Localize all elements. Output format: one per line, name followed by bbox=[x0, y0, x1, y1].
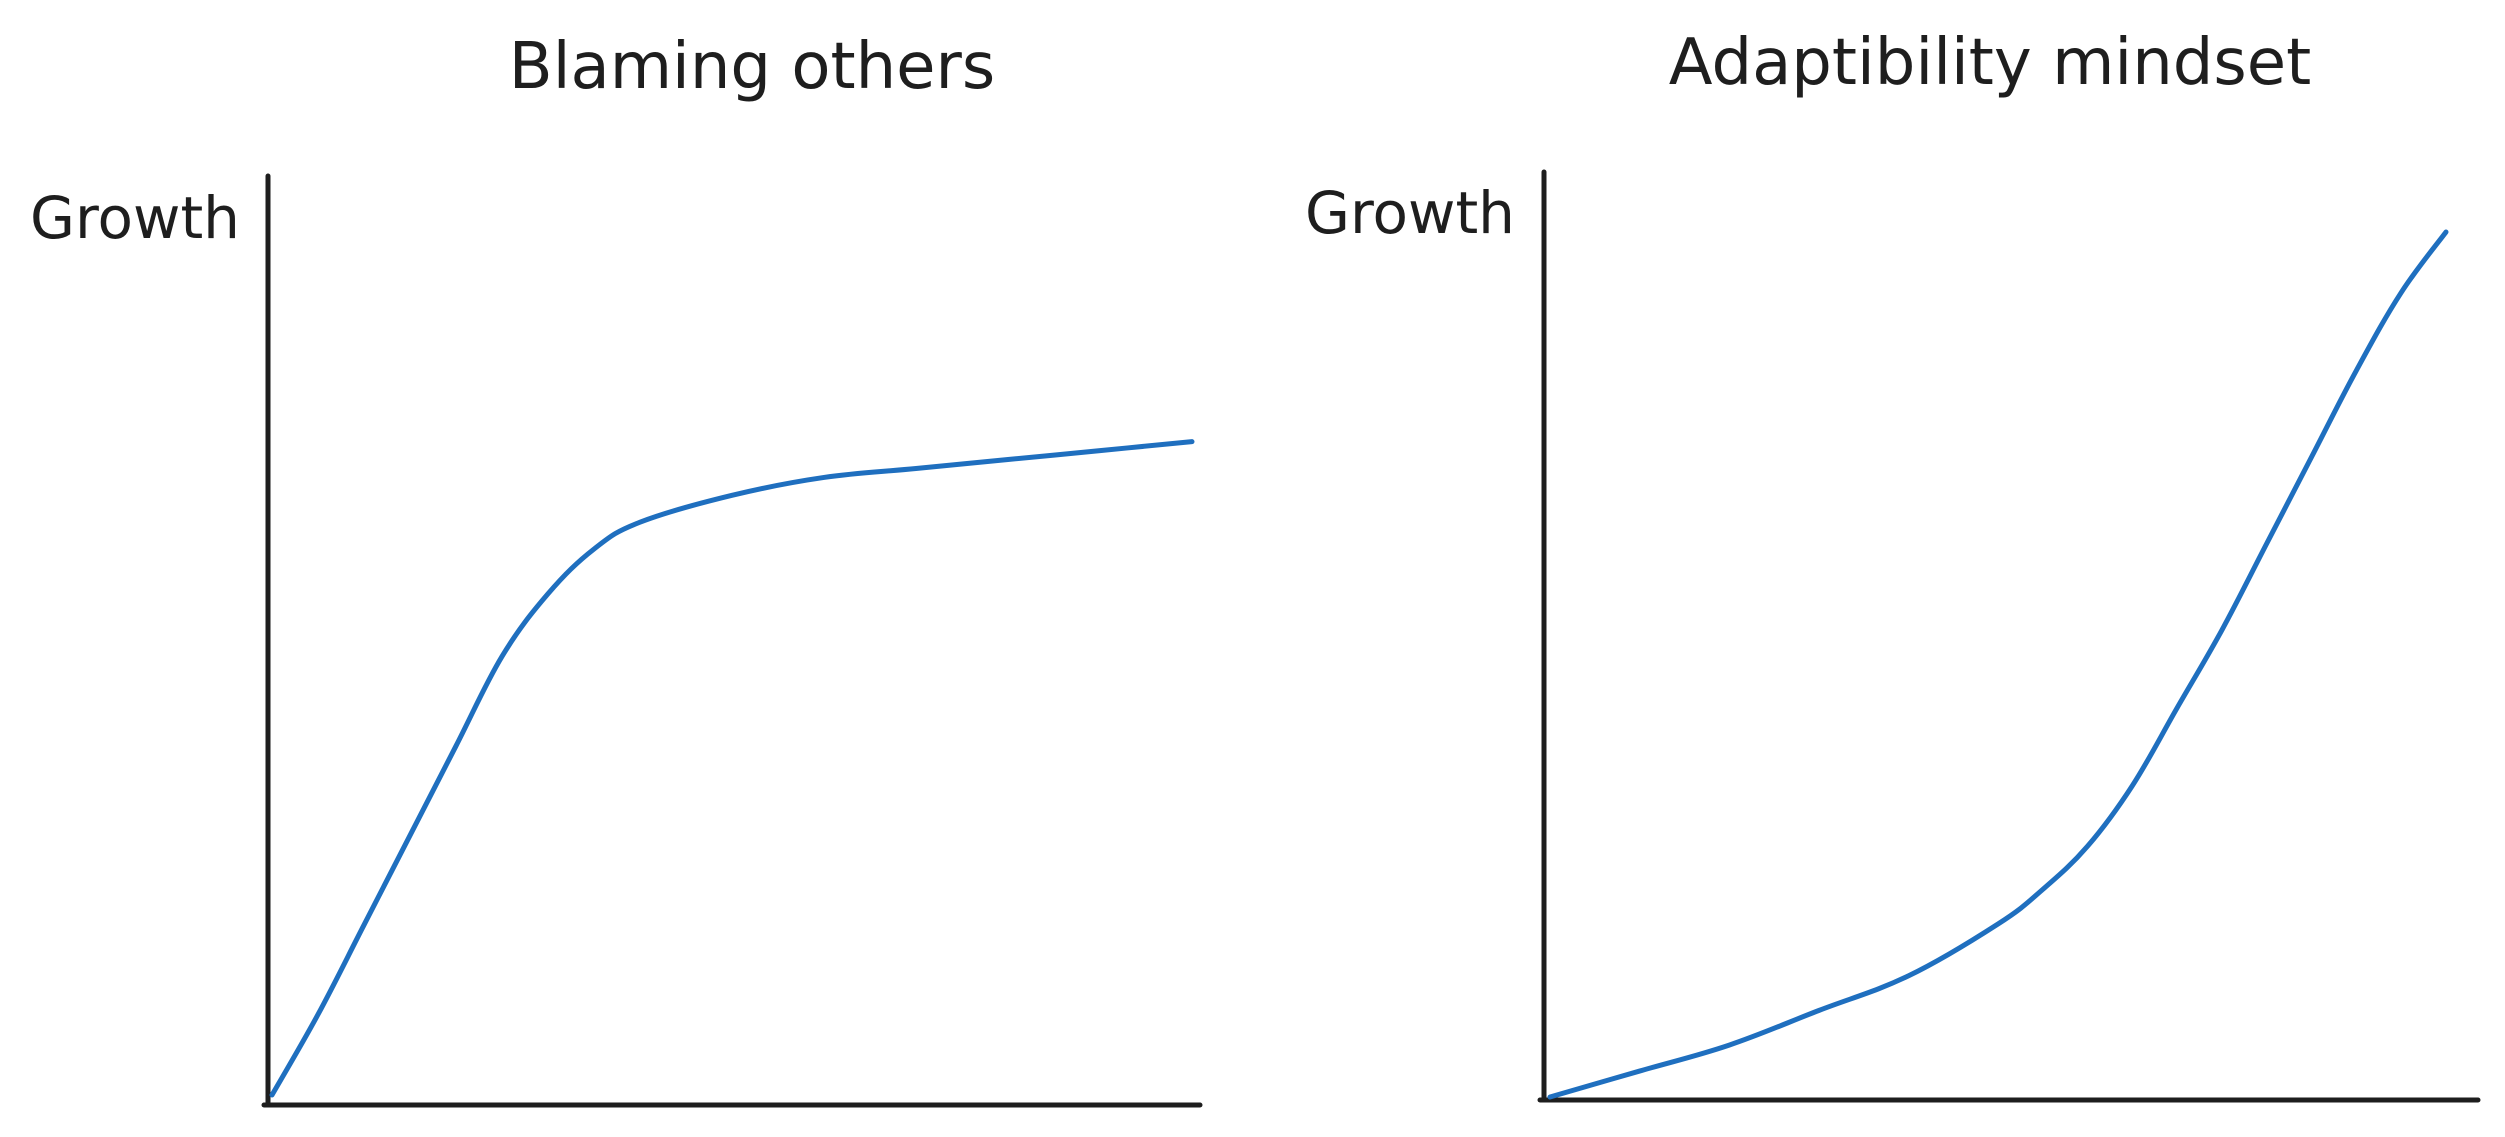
y-axis-label: Growth bbox=[30, 184, 240, 252]
series-line bbox=[1547, 229, 2449, 1100]
series-line bbox=[269, 439, 1195, 1098]
chart-title: Blaming others bbox=[509, 30, 995, 104]
chart-blaming-others: Blaming others Growth bbox=[30, 30, 1203, 1108]
y-axis-label: Growth bbox=[1305, 179, 1515, 247]
chart-title: Adaptibility mindset bbox=[1669, 26, 2311, 100]
chart-adaptibility-mindset: Adaptibility mindset Growth bbox=[1305, 26, 2481, 1103]
